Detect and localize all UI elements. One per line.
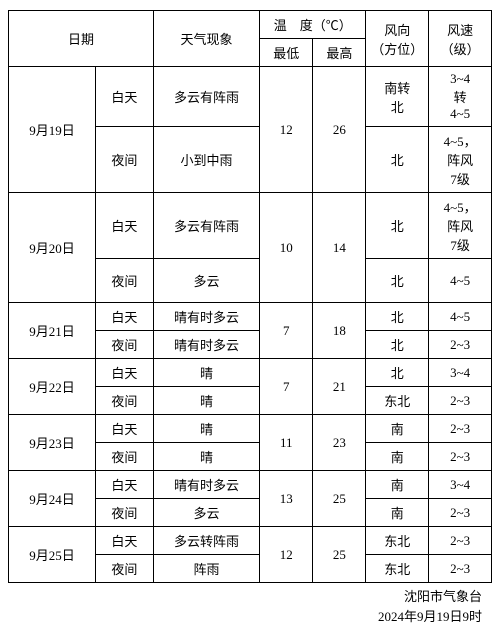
cell-temp-low: 7	[260, 303, 313, 359]
footer: 沈阳市气象台 2024年9月19日9时	[8, 587, 492, 626]
cell-period: 夜间	[95, 127, 153, 193]
cell-wind-dir: 北	[366, 127, 429, 193]
cell-weather: 小到中雨	[153, 127, 259, 193]
cell-temp-low: 13	[260, 471, 313, 527]
header-wind-speed: 风速（级）	[429, 11, 492, 67]
cell-wind-speed: 3~4	[429, 471, 492, 499]
cell-weather: 晴	[153, 359, 259, 387]
cell-weather: 晴有时多云	[153, 303, 259, 331]
cell-weather: 多云转阵雨	[153, 527, 259, 555]
cell-wind-dir: 南转北	[366, 67, 429, 127]
cell-wind-dir: 南	[366, 471, 429, 499]
table-header: 日期 天气现象 温 度（℃） 风向（方位） 风速（级） 最低 最高	[9, 11, 492, 67]
footer-issued: 2024年9月19日9时	[8, 607, 482, 626]
cell-temp-low: 12	[260, 527, 313, 583]
header-temp: 温 度（℃）	[260, 11, 366, 39]
cell-wind-dir: 东北	[366, 387, 429, 415]
cell-weather: 晴有时多云	[153, 331, 259, 359]
cell-date: 9月25日	[9, 527, 96, 583]
cell-period: 白天	[95, 415, 153, 443]
cell-wind-dir: 北	[366, 331, 429, 359]
cell-date: 9月20日	[9, 193, 96, 303]
cell-wind-dir: 南	[366, 499, 429, 527]
cell-temp-high: 14	[313, 193, 366, 303]
cell-weather: 多云	[153, 259, 259, 303]
cell-date: 9月24日	[9, 471, 96, 527]
cell-period: 白天	[95, 471, 153, 499]
cell-wind-speed: 2~3	[429, 331, 492, 359]
header-wind-dir: 风向（方位）	[366, 11, 429, 67]
forecast-table: 日期 天气现象 温 度（℃） 风向（方位） 风速（级） 最低 最高 9月19日白…	[8, 10, 492, 583]
cell-temp-low: 11	[260, 415, 313, 471]
cell-temp-high: 23	[313, 415, 366, 471]
cell-wind-speed: 3~4	[429, 359, 492, 387]
cell-period: 白天	[95, 359, 153, 387]
cell-temp-high: 25	[313, 471, 366, 527]
cell-date: 9月23日	[9, 415, 96, 471]
cell-wind-dir: 北	[366, 359, 429, 387]
cell-period: 夜间	[95, 443, 153, 471]
cell-weather: 多云有阵雨	[153, 67, 259, 127]
cell-wind-dir: 东北	[366, 527, 429, 555]
cell-wind-speed: 2~3	[429, 555, 492, 583]
cell-temp-high: 21	[313, 359, 366, 415]
cell-period: 白天	[95, 303, 153, 331]
cell-weather: 晴有时多云	[153, 471, 259, 499]
cell-wind-dir: 东北	[366, 555, 429, 583]
cell-weather: 晴	[153, 387, 259, 415]
cell-period: 白天	[95, 67, 153, 127]
cell-period: 夜间	[95, 259, 153, 303]
footer-station: 沈阳市气象台	[8, 587, 482, 607]
header-date: 日期	[9, 11, 154, 67]
cell-temp-low: 7	[260, 359, 313, 415]
cell-weather: 晴	[153, 415, 259, 443]
cell-date: 9月19日	[9, 67, 96, 193]
cell-wind-dir: 南	[366, 443, 429, 471]
cell-period: 夜间	[95, 387, 153, 415]
cell-date: 9月21日	[9, 303, 96, 359]
cell-period: 夜间	[95, 331, 153, 359]
cell-period: 夜间	[95, 555, 153, 583]
cell-wind-dir: 北	[366, 259, 429, 303]
cell-weather: 多云	[153, 499, 259, 527]
cell-wind-speed: 2~3	[429, 499, 492, 527]
cell-wind-speed: 3~4转4~5	[429, 67, 492, 127]
cell-period: 白天	[95, 527, 153, 555]
cell-wind-speed: 4~5	[429, 303, 492, 331]
cell-temp-high: 25	[313, 527, 366, 583]
cell-wind-dir: 北	[366, 193, 429, 259]
cell-wind-dir: 北	[366, 303, 429, 331]
cell-date: 9月22日	[9, 359, 96, 415]
cell-temp-low: 10	[260, 193, 313, 303]
cell-temp-high: 26	[313, 67, 366, 193]
cell-wind-dir: 南	[366, 415, 429, 443]
header-temp-high: 最高	[313, 39, 366, 67]
cell-wind-speed: 2~3	[429, 443, 492, 471]
cell-temp-low: 12	[260, 67, 313, 193]
cell-period: 白天	[95, 193, 153, 259]
cell-weather: 阵雨	[153, 555, 259, 583]
cell-period: 夜间	[95, 499, 153, 527]
cell-temp-high: 18	[313, 303, 366, 359]
table-body: 9月19日白天多云有阵雨1226南转北3~4转4~5夜间小到中雨北4~5，阵风7…	[9, 67, 492, 583]
cell-weather: 多云有阵雨	[153, 193, 259, 259]
cell-wind-speed: 2~3	[429, 527, 492, 555]
cell-wind-speed: 4~5，阵风7级	[429, 193, 492, 259]
cell-wind-speed: 2~3	[429, 387, 492, 415]
cell-wind-speed: 4~5，阵风7级	[429, 127, 492, 193]
cell-wind-speed: 4~5	[429, 259, 492, 303]
header-temp-low: 最低	[260, 39, 313, 67]
cell-weather: 晴	[153, 443, 259, 471]
header-weather: 天气现象	[153, 11, 259, 67]
cell-wind-speed: 2~3	[429, 415, 492, 443]
